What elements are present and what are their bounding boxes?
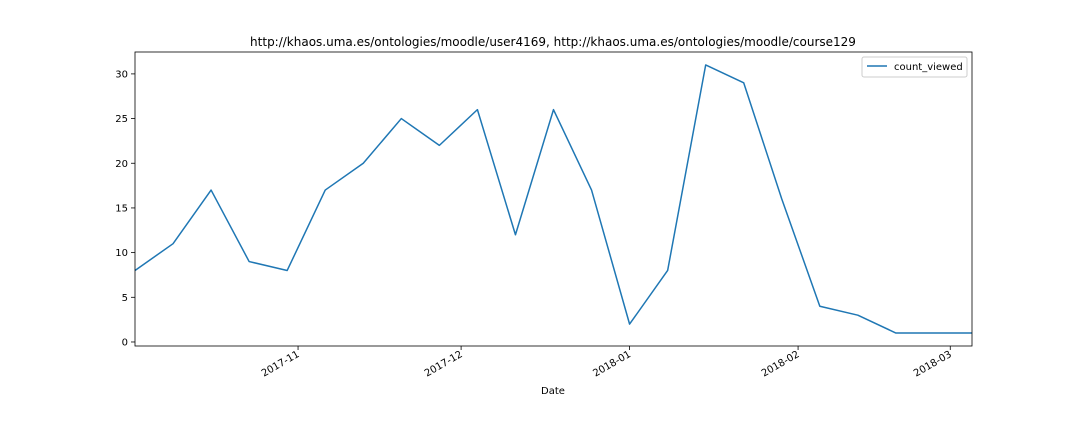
y-tick-label: 20	[115, 159, 128, 170]
y-tick-label: 0	[122, 337, 128, 348]
x-tick-label: 2017-12	[423, 349, 465, 379]
y-tick-label: 15	[115, 203, 128, 214]
x-tick-label: 2018-02	[760, 349, 802, 379]
legend-entry: count_viewed	[894, 62, 963, 73]
series-line-count_viewed	[134, 64, 972, 334]
y-tick-label: 30	[115, 69, 128, 80]
x-tick-label: 2018-01	[591, 349, 633, 379]
y-tick-label: 5	[122, 293, 128, 304]
plot-frame	[134, 51, 973, 347]
x-axis-label: Date	[541, 386, 565, 397]
chart-title: http://khaos.uma.es/ontologies/moodle/us…	[250, 35, 856, 49]
y-tick-label: 10	[115, 248, 128, 259]
x-tick-label: 2017-11	[260, 349, 302, 379]
x-tick-label: 2018-03	[912, 349, 954, 379]
legend: count_viewed	[861, 56, 968, 78]
legend-box	[861, 56, 968, 78]
y-tick-label: 25	[115, 114, 128, 125]
